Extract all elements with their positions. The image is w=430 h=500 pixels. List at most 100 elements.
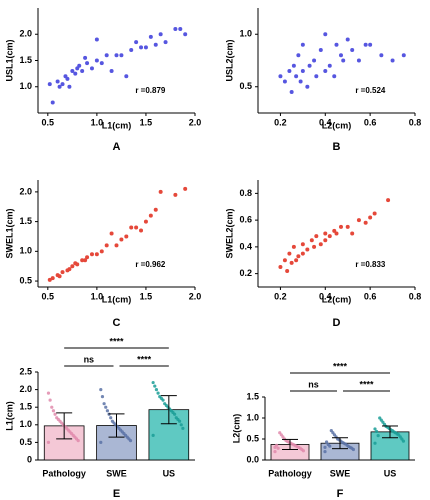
point xyxy=(376,434,380,438)
point xyxy=(323,238,328,243)
point xyxy=(60,270,65,275)
point xyxy=(105,409,110,413)
point xyxy=(70,69,75,73)
point xyxy=(372,211,377,216)
point xyxy=(287,69,292,73)
point xyxy=(60,82,65,87)
point xyxy=(99,388,103,392)
point xyxy=(46,391,51,395)
y-axis-label: SWEL1(cm) xyxy=(4,208,14,258)
point xyxy=(46,440,51,444)
point xyxy=(334,42,339,47)
point xyxy=(114,53,119,58)
point xyxy=(85,61,90,66)
y-tick-label: 1.5 xyxy=(19,55,32,65)
point xyxy=(104,243,109,248)
point xyxy=(350,48,355,52)
y-tick-label: 0.5 xyxy=(239,81,252,91)
y-tick-label: 2.0 xyxy=(19,384,32,394)
point xyxy=(323,450,327,454)
point xyxy=(373,441,377,445)
point xyxy=(153,384,157,388)
annotation: r =0.524 xyxy=(355,86,386,95)
point xyxy=(158,189,163,194)
point xyxy=(80,69,85,73)
point xyxy=(55,79,60,84)
x-tick-label: 0.5 xyxy=(42,117,55,127)
x-tick-label: Pathology xyxy=(42,468,86,478)
x-tick-label: 2.0 xyxy=(189,291,202,301)
point xyxy=(67,267,72,272)
x-tick-label: 0.4 xyxy=(319,117,332,127)
point xyxy=(139,228,144,233)
point xyxy=(363,220,368,225)
point xyxy=(102,402,106,406)
point xyxy=(356,58,361,63)
point xyxy=(83,258,88,263)
point xyxy=(341,58,346,63)
point xyxy=(390,58,395,63)
point xyxy=(143,45,148,50)
point xyxy=(55,416,59,420)
point xyxy=(99,61,104,66)
point xyxy=(114,243,119,248)
y-axis-label: L2(cm) xyxy=(231,414,241,444)
x-tick-label: Pathology xyxy=(268,468,312,478)
significance: **** xyxy=(359,379,374,389)
panel-label: E xyxy=(113,488,120,500)
x-axis-label: L1(cm) xyxy=(102,294,132,304)
point xyxy=(338,224,343,229)
y-tick-label: 1.5 xyxy=(19,216,32,226)
x-axis-label: L1(cm) xyxy=(102,120,132,130)
point xyxy=(139,45,144,50)
point xyxy=(294,258,299,263)
point xyxy=(57,84,62,89)
point xyxy=(109,231,114,236)
point xyxy=(332,228,337,233)
point xyxy=(300,69,305,73)
point xyxy=(318,242,323,247)
x-tick-label: 2.0 xyxy=(189,117,202,127)
y-tick-label: 0.8 xyxy=(239,188,252,198)
point xyxy=(110,419,114,423)
point xyxy=(323,231,328,236)
point xyxy=(104,405,108,409)
significance: ns xyxy=(308,379,319,389)
x-tick-label: US xyxy=(384,468,397,478)
point xyxy=(323,32,328,37)
point xyxy=(124,234,129,239)
y-tick-label: 1.0 xyxy=(239,29,252,39)
point xyxy=(124,74,129,79)
point xyxy=(151,380,155,385)
point xyxy=(350,231,355,236)
point xyxy=(77,63,82,68)
point xyxy=(378,416,382,420)
point xyxy=(276,446,280,450)
point xyxy=(129,48,134,52)
point xyxy=(273,450,277,454)
point xyxy=(296,254,301,259)
point xyxy=(178,27,183,31)
point xyxy=(318,48,323,52)
point xyxy=(48,398,52,402)
y-tick-label: 1.0 xyxy=(19,81,32,91)
point xyxy=(163,402,167,406)
point xyxy=(134,225,139,230)
annotation: r =0.879 xyxy=(135,86,166,95)
point xyxy=(291,244,296,249)
x-tick-label: SWE xyxy=(106,468,127,478)
point xyxy=(158,395,162,399)
point xyxy=(67,84,72,89)
annotation: r =0.962 xyxy=(135,260,166,269)
x-tick-label: US xyxy=(163,468,176,478)
point xyxy=(173,27,178,31)
x-tick-label: 0.5 xyxy=(42,291,55,301)
x-tick-label: 0.8 xyxy=(409,117,422,127)
x-tick-label: 1.5 xyxy=(140,117,153,127)
x-tick-label: 1.0 xyxy=(91,291,104,301)
point xyxy=(326,442,330,447)
x-axis-label: L2(cm) xyxy=(322,294,352,304)
y-axis-label: SWEL2(cm) xyxy=(224,208,234,258)
point xyxy=(323,445,327,449)
point xyxy=(119,53,124,58)
